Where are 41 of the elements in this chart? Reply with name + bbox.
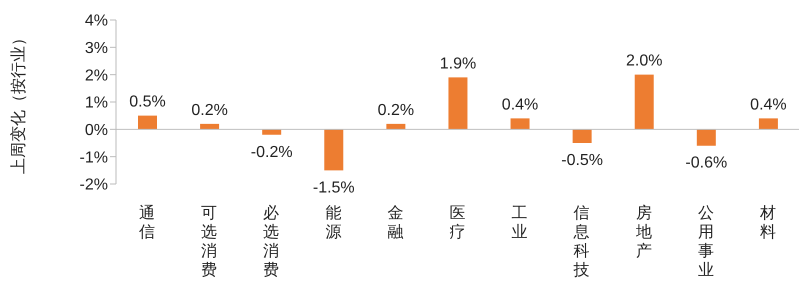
data-label: -0.6% — [685, 154, 728, 172]
x-tick-label: 通信 — [139, 204, 156, 241]
bar — [448, 77, 468, 130]
y-tick-label: -1% — [80, 149, 108, 166]
data-label: 0.5% — [129, 94, 166, 111]
x-tick-label: 工业 — [512, 205, 528, 241]
data-label: -0.5% — [561, 152, 604, 169]
y-tick-label: 1% — [84, 94, 108, 112]
bar — [634, 74, 654, 130]
bar — [510, 118, 530, 130]
x-tick-label: 能源 — [325, 204, 342, 241]
data-label: 1.9% — [440, 55, 476, 72]
x-tick-label: 房地产 — [634, 204, 652, 260]
y-tick-label: 2% — [84, 67, 108, 84]
x-tick-label: 公用事业 — [698, 205, 714, 279]
x-tick-label: 金融 — [387, 205, 404, 241]
y-tick-label: 3% — [84, 40, 108, 58]
bar — [758, 118, 778, 130]
y-tick-label: 4% — [84, 12, 108, 30]
x-tick-label: 医疗 — [450, 205, 466, 241]
bar — [138, 116, 157, 130]
data-label: 0.4% — [750, 96, 787, 114]
bar — [200, 124, 220, 130]
data-label: 0.2% — [191, 102, 228, 119]
y-tick-label: 0% — [84, 122, 108, 140]
x-tick-label: 可选消费 — [201, 205, 218, 279]
bar — [696, 129, 716, 146]
data-label: -0.2% — [250, 144, 293, 161]
y-tick-label: -2% — [80, 176, 108, 194]
bar — [572, 129, 592, 143]
x-tick-label: 必选消费 — [263, 204, 280, 279]
bar — [324, 129, 344, 170]
data-label: 0.2% — [378, 102, 414, 119]
y-axis-title: 上周变化（按行业） — [10, 30, 28, 174]
x-tick-label: 材料 — [758, 204, 776, 241]
x-tick-label: 信息科技 — [572, 205, 590, 279]
bar — [386, 124, 406, 130]
data-label: 2.0% — [626, 52, 662, 70]
data-label: 0.4% — [502, 96, 538, 114]
bar — [262, 129, 282, 135]
data-label: -1.5% — [312, 179, 355, 196]
